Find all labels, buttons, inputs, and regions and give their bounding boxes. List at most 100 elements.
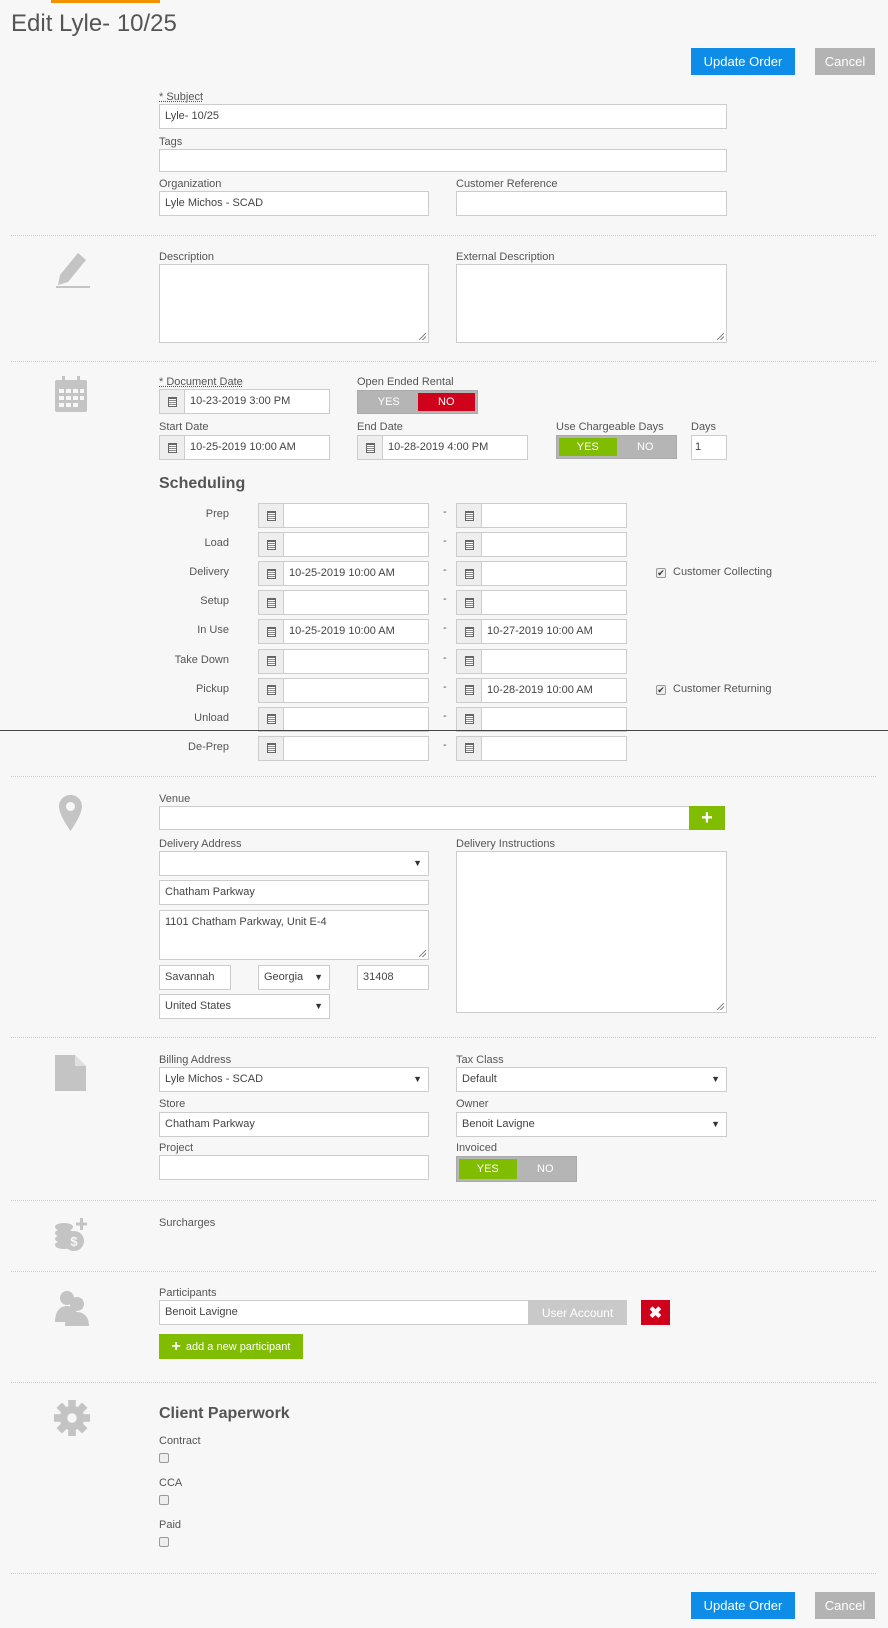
address-street-textarea[interactable]: 1101 Chatham Parkway, Unit E-4 [159, 910, 429, 960]
schedule-from-input[interactable] [258, 706, 429, 732]
project-label: Project [159, 1142, 194, 1154]
schedule-from-input[interactable] [258, 735, 429, 761]
calendar-picker-icon[interactable] [259, 562, 284, 586]
calendar-picker-icon[interactable] [160, 390, 185, 413]
tax-class-value: Default [462, 1073, 497, 1085]
calendar-picker-icon[interactable] [457, 678, 482, 702]
calendar-picker-icon[interactable] [259, 736, 284, 760]
zip-input[interactable]: 31408 [357, 965, 429, 990]
invoiced-yes[interactable]: YES [459, 1159, 517, 1179]
schedule-to-input[interactable]: 10-27-2019 10:00 AM [456, 619, 627, 645]
schedule-to-input[interactable] [456, 532, 627, 558]
calendar-picker-icon[interactable] [259, 620, 284, 644]
schedule-from-input[interactable]: 10-25-2019 10:00 AM [258, 619, 429, 645]
calendar-picker-icon[interactable] [160, 436, 185, 459]
state-select[interactable]: Georgia ▼ [258, 965, 330, 990]
calendar-picker-icon[interactable] [259, 678, 284, 702]
country-select[interactable]: United States ▼ [159, 994, 330, 1019]
calendar-picker-icon[interactable] [457, 736, 482, 760]
update-order-button-bottom[interactable]: Update Order [691, 1592, 795, 1619]
tax-class-select[interactable]: Default ▼ [456, 1067, 727, 1092]
participant-type-button[interactable]: User Account [528, 1300, 627, 1325]
open-ended-toggle[interactable]: YES NO [357, 390, 478, 414]
delivery-instructions-textarea[interactable] [456, 851, 727, 1013]
schedule-row-label: Take Down [174, 653, 229, 666]
calendar-picker-icon[interactable] [457, 707, 482, 731]
end-date-input[interactable]: 10-28-2019 4:00 PM [357, 435, 528, 460]
owner-select[interactable]: Benoit Lavigne ▼ [456, 1112, 727, 1137]
owner-value: Benoit Lavigne [462, 1118, 535, 1130]
schedule-from-input[interactable] [258, 677, 429, 703]
schedule-from-input[interactable] [258, 532, 429, 558]
schedule-from-input[interactable] [258, 648, 429, 674]
chargeable-days-toggle[interactable]: YES NO [556, 435, 677, 459]
schedule-to-input[interactable] [456, 590, 627, 616]
chargeable-no[interactable]: NO [637, 441, 654, 453]
schedule-from-input[interactable]: 10-25-2019 10:00 AM [258, 561, 429, 587]
city-input[interactable]: Savannah [159, 965, 231, 990]
calendar-picker-icon[interactable] [259, 591, 284, 615]
calendar-picker-icon[interactable] [259, 504, 284, 527]
schedule-to-input[interactable] [456, 735, 627, 761]
tax-class-label: Tax Class [456, 1054, 504, 1066]
dropdown-arrow-icon: ▼ [314, 972, 323, 982]
calendar-picker-icon[interactable] [259, 533, 284, 557]
calendar-picker-icon[interactable] [457, 504, 482, 527]
calendar-picker-icon[interactable] [457, 620, 482, 644]
schedule-to-input[interactable]: 10-28-2019 10:00 AM [456, 677, 627, 703]
add-participant-button[interactable]: + add a new participant [159, 1334, 303, 1359]
calendar-picker-icon[interactable] [457, 591, 482, 615]
open-ended-no[interactable]: NO [417, 393, 475, 411]
description-textarea[interactable] [159, 264, 429, 343]
render-artifact-line [0, 730, 888, 731]
schedule-to-input[interactable] [456, 648, 627, 674]
organization-input[interactable]: Lyle Michos - SCAD [159, 191, 429, 216]
customer-reference-input[interactable] [456, 191, 727, 216]
schedule-checkbox[interactable]: ✔ [656, 568, 666, 579]
cca-label: CCA [159, 1477, 183, 1489]
add-venue-button[interactable]: + [689, 806, 725, 830]
paid-checkbox[interactable] [159, 1537, 169, 1547]
calendar-picker-icon[interactable] [457, 533, 482, 557]
address-name-input[interactable]: Chatham Parkway [159, 880, 429, 905]
cca-checkbox[interactable] [159, 1495, 169, 1505]
external-description-textarea[interactable] [456, 264, 727, 343]
calendar-picker-icon[interactable] [259, 649, 284, 673]
external-description-label: External Description [456, 251, 555, 263]
tags-input[interactable] [159, 149, 727, 172]
remove-participant-button[interactable]: ✖ [641, 1300, 670, 1325]
schedule-from-input[interactable] [258, 590, 429, 616]
project-input[interactable] [159, 1155, 429, 1180]
invoiced-no[interactable]: NO [537, 1163, 554, 1175]
schedule-from-input[interactable] [258, 503, 429, 528]
open-ended-yes[interactable]: YES [377, 396, 400, 408]
invoiced-toggle[interactable]: YES NO [456, 1156, 577, 1182]
document-date-input[interactable]: 10-23-2019 3:00 PM [159, 389, 330, 414]
schedule-from-value: 10-25-2019 10:00 AM [289, 567, 395, 580]
store-input[interactable]: Chatham Parkway [159, 1112, 429, 1137]
schedule-to-input[interactable] [456, 706, 627, 732]
participant-name-input[interactable]: Benoit Lavigne [159, 1300, 529, 1325]
subject-input[interactable]: Lyle- 10/25 [159, 104, 727, 129]
delivery-address-select[interactable]: ▼ [159, 851, 429, 876]
cancel-button[interactable]: Cancel [815, 48, 875, 75]
start-date-input[interactable]: 10-25-2019 10:00 AM [159, 435, 330, 460]
venue-input[interactable] [159, 806, 690, 830]
organization-label: Organization [159, 178, 222, 190]
calendar-picker-icon[interactable] [457, 649, 482, 673]
chargeable-yes[interactable]: YES [559, 438, 617, 456]
update-order-button[interactable]: Update Order [691, 48, 795, 75]
calendar-picker-icon[interactable] [358, 436, 383, 459]
days-input[interactable]: 1 [691, 435, 727, 460]
schedule-checkbox[interactable]: ✔ [656, 684, 666, 695]
end-date-value: 10-28-2019 4:00 PM [388, 441, 489, 453]
cancel-button-bottom[interactable]: Cancel [815, 1592, 875, 1619]
contract-checkbox[interactable] [159, 1453, 169, 1463]
billing-address-select[interactable]: Lyle Michos - SCAD ▼ [159, 1067, 429, 1092]
participants-label: Participants [159, 1287, 217, 1299]
schedule-to-input[interactable] [456, 503, 627, 528]
calendar-picker-icon[interactable] [259, 707, 284, 731]
open-ended-label: Open Ended Rental [357, 376, 454, 388]
schedule-to-input[interactable] [456, 561, 627, 587]
calendar-picker-icon[interactable] [457, 562, 482, 586]
